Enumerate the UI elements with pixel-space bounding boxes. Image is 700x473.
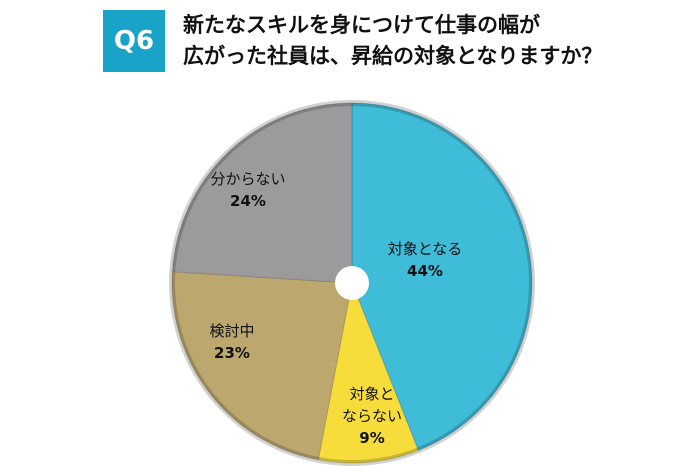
- pie-slice: [171, 271, 353, 461]
- slice-label: 検討中 23%: [209, 320, 254, 364]
- pie-slice: [317, 281, 419, 464]
- value-label: 23%: [214, 344, 250, 362]
- pie-hole: [335, 266, 369, 300]
- slice-label: 対象と ならない 9%: [342, 383, 402, 449]
- pie-slice: [351, 102, 533, 452]
- value-label: 9%: [359, 429, 385, 447]
- pie-rim: [169, 100, 535, 466]
- pie-slice: [171, 102, 353, 284]
- slice-label: 対象となる 44%: [388, 238, 463, 282]
- question-badge: Q6: [103, 10, 165, 72]
- chart-title: 新たなスキルを身につけて仕事の幅が 広がった社員は、昇給の対象となりますか？: [183, 13, 603, 68]
- slice-label: 分からない 24%: [210, 168, 285, 212]
- value-label: 44%: [407, 262, 443, 280]
- category-label: 対象と ならない: [341, 385, 403, 425]
- category-label: 分からない: [210, 170, 286, 188]
- value-label: 24%: [230, 192, 266, 210]
- category-label: 対象となる: [387, 240, 463, 258]
- category-label: 検討中: [209, 322, 255, 340]
